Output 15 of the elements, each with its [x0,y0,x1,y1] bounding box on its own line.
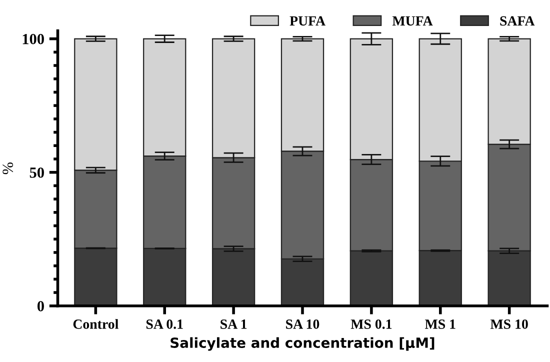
legend-label: MUFA [392,16,433,26]
y-tick-label: 100 [22,34,44,44]
x-tick-label: MS 0.1 [350,319,392,329]
legend-label: SAFA [500,16,535,26]
x-tick-label: Control [73,319,118,329]
y-tick-label: 0 [38,301,44,312]
x-tick-label: MS 10 [490,319,528,329]
x-tick-label: SA 10 [286,319,320,329]
x-tick-label: SA 0.1 [146,319,183,329]
y-tick-label: 50 [30,167,44,178]
x-tick-label: SA 1 [220,320,247,329]
x-axis-title: Salicylate and concentration [μM] [170,337,434,351]
x-tick-label: MS 1 [425,320,456,329]
y-axis-title: % [2,162,14,174]
legend-label: PUFA [290,16,326,26]
